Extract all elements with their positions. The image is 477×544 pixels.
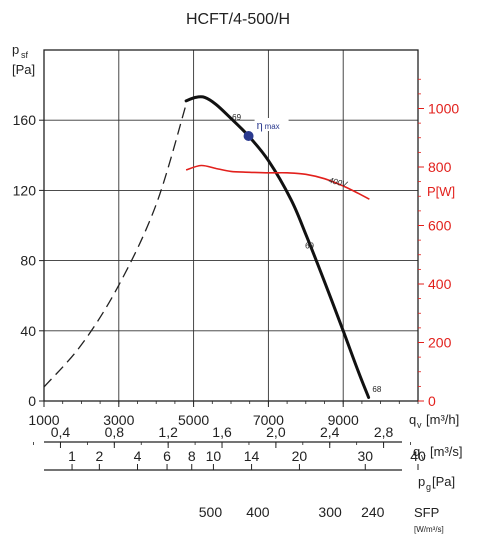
series-power bbox=[185, 164, 370, 200]
y-axis-ticks: 0 40 80 120 160 bbox=[13, 112, 44, 409]
aux-scale-tick-label: 2,4 bbox=[320, 424, 340, 440]
chart-title: HCFT/4-500/H bbox=[186, 11, 290, 28]
aux-scale-tick-label: 14 bbox=[244, 448, 260, 464]
y-tick-label: 40 bbox=[20, 323, 36, 339]
aux-scale-tick-label: 20 bbox=[292, 448, 308, 464]
aux-scale-pg-label-sub: g bbox=[426, 482, 431, 492]
y-axis-label: p bbox=[12, 42, 19, 57]
series-pressure bbox=[184, 95, 371, 399]
aux-scale-sfp-label: SFP bbox=[414, 505, 439, 520]
aux-scale-tick-label: 30 bbox=[357, 448, 373, 464]
aux-scale-tick-label: 400 bbox=[246, 504, 270, 520]
aux-scale-tick-label: 2,0 bbox=[266, 424, 286, 440]
series-group: 400V bbox=[43, 95, 371, 399]
aux-scale-flow-unit: [m³/s] bbox=[430, 444, 463, 459]
aux-scale-tick-label: 2 bbox=[95, 448, 103, 464]
x-axis-unit: [m³/h] bbox=[426, 412, 459, 427]
x-axis-label-sub: v bbox=[417, 420, 422, 430]
right-tick-label: 0 bbox=[428, 393, 436, 409]
y-tick-label: 80 bbox=[20, 253, 36, 269]
right-tick-label: 1000 bbox=[428, 101, 459, 117]
x-tick-label: 1000 bbox=[28, 412, 59, 428]
aux-scale-tick-label: 240 bbox=[361, 504, 385, 520]
right-tick-label: 800 bbox=[428, 159, 452, 175]
noise-label: 69 bbox=[232, 113, 241, 122]
aux-scale-tick-label: 1,6 bbox=[212, 424, 232, 440]
right-axis: 0 200 400 600 800 1000 bbox=[418, 78, 459, 409]
aux-scale-tick-label: 1,2 bbox=[158, 424, 178, 440]
eta-max-label-bg bbox=[254, 117, 289, 131]
aux-scale-pg-label: p bbox=[418, 474, 425, 489]
aux-scale-tick-label: 2,8 bbox=[374, 424, 394, 440]
noise-label: 68 bbox=[372, 385, 381, 394]
y-tick-label: 160 bbox=[13, 112, 37, 128]
plot-frame bbox=[43, 49, 419, 402]
series-power-label: 400V bbox=[328, 176, 349, 189]
aux-scale-pg-unit: [Pa] bbox=[432, 474, 455, 489]
aux-scale-tick-label: 10 bbox=[206, 448, 222, 464]
aux-scale-tick-label: 1 bbox=[68, 448, 76, 464]
aux-scale-tick-label: 500 bbox=[199, 504, 223, 520]
aux-scale-tick-label: 0,4 bbox=[51, 424, 71, 440]
y-axis-unit: [Pa] bbox=[12, 62, 35, 77]
y-tick-label: 120 bbox=[13, 182, 37, 198]
x-tick-label: 3000 bbox=[103, 412, 134, 428]
right-tick-label: 400 bbox=[428, 276, 452, 292]
eta-max-label: η bbox=[257, 120, 263, 132]
aux-scale-tick-label: 6 bbox=[163, 448, 171, 464]
x-axis-ticks: 1000 3000 5000 7000 9000 bbox=[28, 401, 419, 428]
auxiliary-scales: 0,4 0,8 1,2 1,6 2,0 2,4 2,8 1 2 4 6 8 10 14 20 30 40 500 4… bbox=[33, 424, 426, 520]
aux-scale-tick-label: 300 bbox=[318, 504, 342, 520]
x-axis-label: q bbox=[409, 412, 416, 427]
aux-scale-tick-label: 4 bbox=[134, 448, 142, 464]
y-tick-label: 0 bbox=[28, 393, 36, 409]
x-tick-label: 5000 bbox=[178, 412, 209, 428]
aux-scale-tick-label: 40 bbox=[410, 448, 426, 464]
aux-scale-sfp-unit: [W/m³/s] bbox=[414, 525, 444, 534]
series-pressure-dashed bbox=[43, 104, 187, 388]
aux-scale-tick-label: 8 bbox=[188, 448, 196, 464]
right-tick-label: 200 bbox=[428, 335, 452, 351]
aux-scale-flow-label-sub: v bbox=[421, 452, 426, 462]
grid bbox=[44, 50, 418, 401]
noise-label: 69 bbox=[305, 241, 314, 250]
right-tick-label: 600 bbox=[428, 218, 452, 234]
eta-max-marker bbox=[243, 130, 254, 141]
x-tick-label: 9000 bbox=[328, 412, 359, 428]
y-axis-label-sub: sf bbox=[21, 50, 29, 60]
right-axis-label: P[W] bbox=[427, 184, 455, 199]
aux-scale-flow-label: q bbox=[413, 444, 420, 459]
eta-max-label-sub: max bbox=[265, 122, 280, 131]
x-tick-label: 7000 bbox=[253, 412, 284, 428]
annotations: η max 69 69 68 bbox=[232, 113, 382, 394]
aux-scale-tick-label: 0,8 bbox=[105, 424, 125, 440]
